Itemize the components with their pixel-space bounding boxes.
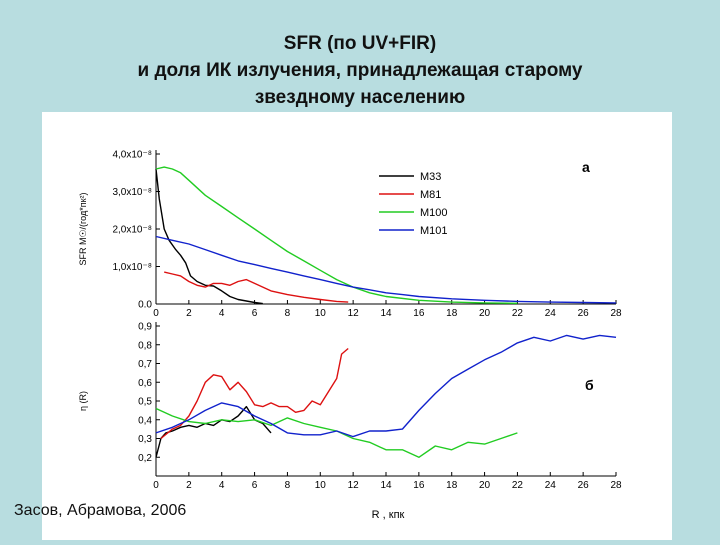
chart-figure: 0.01,0x10⁻⁸2,0x10⁻⁸3,0x10⁻⁸4,0x10⁻⁸0 2 4 6 8… bbox=[78, 150, 622, 522]
x-tick-label: 4 bbox=[219, 480, 225, 491]
title-line-3: звездному населению bbox=[254, 87, 466, 108]
slide-title: SFR (по UV+FIR) и доля ИК излучения, при… bbox=[0, 30, 720, 111]
x-tick-label: 6 bbox=[252, 480, 258, 491]
x-tick-label: 16 bbox=[413, 480, 425, 491]
x-tick-label: 28 bbox=[610, 308, 622, 319]
panel-1: 0,20,30,40,50,60,70,80,90 2 4 6 8 10 12 14 16 18 2… bbox=[78, 322, 622, 522]
x-tick-label: 28 bbox=[610, 480, 622, 491]
x-tick-label: 22 bbox=[512, 480, 524, 491]
series-line-M101 bbox=[155, 235, 617, 304]
x-tick-label: 10 bbox=[315, 480, 327, 491]
title-line-1: SFR (по UV+FIR) bbox=[283, 33, 437, 54]
x-tick-label: 6 bbox=[252, 308, 258, 319]
x-tick-label: 8 bbox=[285, 480, 291, 491]
y-axis-label: SFR M☉/(год*пк²) bbox=[78, 192, 88, 265]
y-tick-label: 2,0x10⁻⁸ bbox=[112, 225, 152, 236]
series-line-M100 bbox=[155, 166, 518, 304]
y-tick-label: 1,0x10⁻⁸ bbox=[112, 262, 152, 273]
y-axis-label: η (R) bbox=[78, 391, 88, 411]
x-tick-label: 18 bbox=[446, 308, 458, 319]
legend-label: M33 bbox=[420, 171, 441, 183]
x-tick-label: 22 bbox=[512, 308, 524, 319]
series-line-M33 bbox=[155, 405, 272, 458]
y-tick-label: 0,6 bbox=[138, 378, 152, 389]
x-tick-label: 14 bbox=[380, 480, 392, 491]
x-tick-label: 8 bbox=[285, 308, 291, 319]
x-axis-label: R , кпк bbox=[372, 509, 405, 521]
x-tick-label: 12 bbox=[348, 308, 360, 319]
legend: M33 M81 M100 M101 bbox=[379, 171, 448, 237]
legend-label: M81 bbox=[420, 189, 441, 201]
x-tick-label: 18 bbox=[446, 480, 458, 491]
legend-label: M101 bbox=[420, 225, 448, 237]
x-tick-label: 16 bbox=[413, 308, 425, 319]
x-tick-label: 2 bbox=[186, 480, 192, 491]
panel-0: 0.01,0x10⁻⁸2,0x10⁻⁸3,0x10⁻⁸4,0x10⁻⁸0 2 4 6 8… bbox=[78, 150, 622, 320]
y-tick-label: 0.0 bbox=[138, 300, 152, 311]
series-line-M101 bbox=[155, 334, 617, 438]
y-tick-label: 0,2 bbox=[138, 453, 152, 464]
x-tick-label: 4 bbox=[219, 308, 225, 319]
figure-panel: 0.0 1,0x10⁻⁸ 2,0x10⁻⁸ 3,0x10⁻⁸ 4,0x10⁻⁸ 0 2 4 6 8… bbox=[42, 112, 672, 540]
y-tick-label: 0,4 bbox=[138, 415, 152, 426]
y-tick-label: 4,0x10⁻⁸ bbox=[112, 150, 152, 161]
x-tick-label: 12 bbox=[348, 480, 360, 491]
author-credit: Засов, Абрамова, 2006 bbox=[14, 502, 187, 519]
panel-label: б bbox=[585, 377, 594, 393]
title-line-2: и доля ИК излучения, принадлежащая старо… bbox=[137, 60, 583, 81]
x-tick-label: 0 bbox=[153, 480, 159, 491]
x-tick-label: 0 bbox=[153, 308, 159, 319]
x-tick-label: 26 bbox=[578, 480, 590, 491]
legend-label: M100 bbox=[420, 207, 448, 219]
x-tick-label: 20 bbox=[479, 308, 491, 319]
y-tick-label: 0,5 bbox=[138, 397, 152, 408]
x-tick-label: 2 bbox=[186, 308, 192, 319]
x-tick-label: 24 bbox=[545, 308, 557, 319]
y-tick-label: 0,7 bbox=[138, 359, 152, 370]
panel-label: a bbox=[582, 159, 590, 175]
series-line-M81 bbox=[164, 271, 349, 303]
x-tick-label: 10 bbox=[315, 308, 327, 319]
y-tick-label: 0,9 bbox=[138, 322, 152, 333]
x-tick-label: 14 bbox=[380, 308, 392, 319]
x-tick-label: 20 bbox=[479, 480, 491, 491]
y-tick-label: 3,0x10⁻⁸ bbox=[112, 187, 152, 198]
series-line-M33 bbox=[155, 168, 263, 305]
series-line-M100 bbox=[155, 407, 518, 458]
x-tick-label: 26 bbox=[578, 308, 590, 319]
x-tick-label: 24 bbox=[545, 480, 557, 491]
series-line-M81 bbox=[160, 347, 349, 440]
y-tick-label: 0,3 bbox=[138, 434, 152, 445]
y-tick-label: 0,8 bbox=[138, 340, 152, 351]
